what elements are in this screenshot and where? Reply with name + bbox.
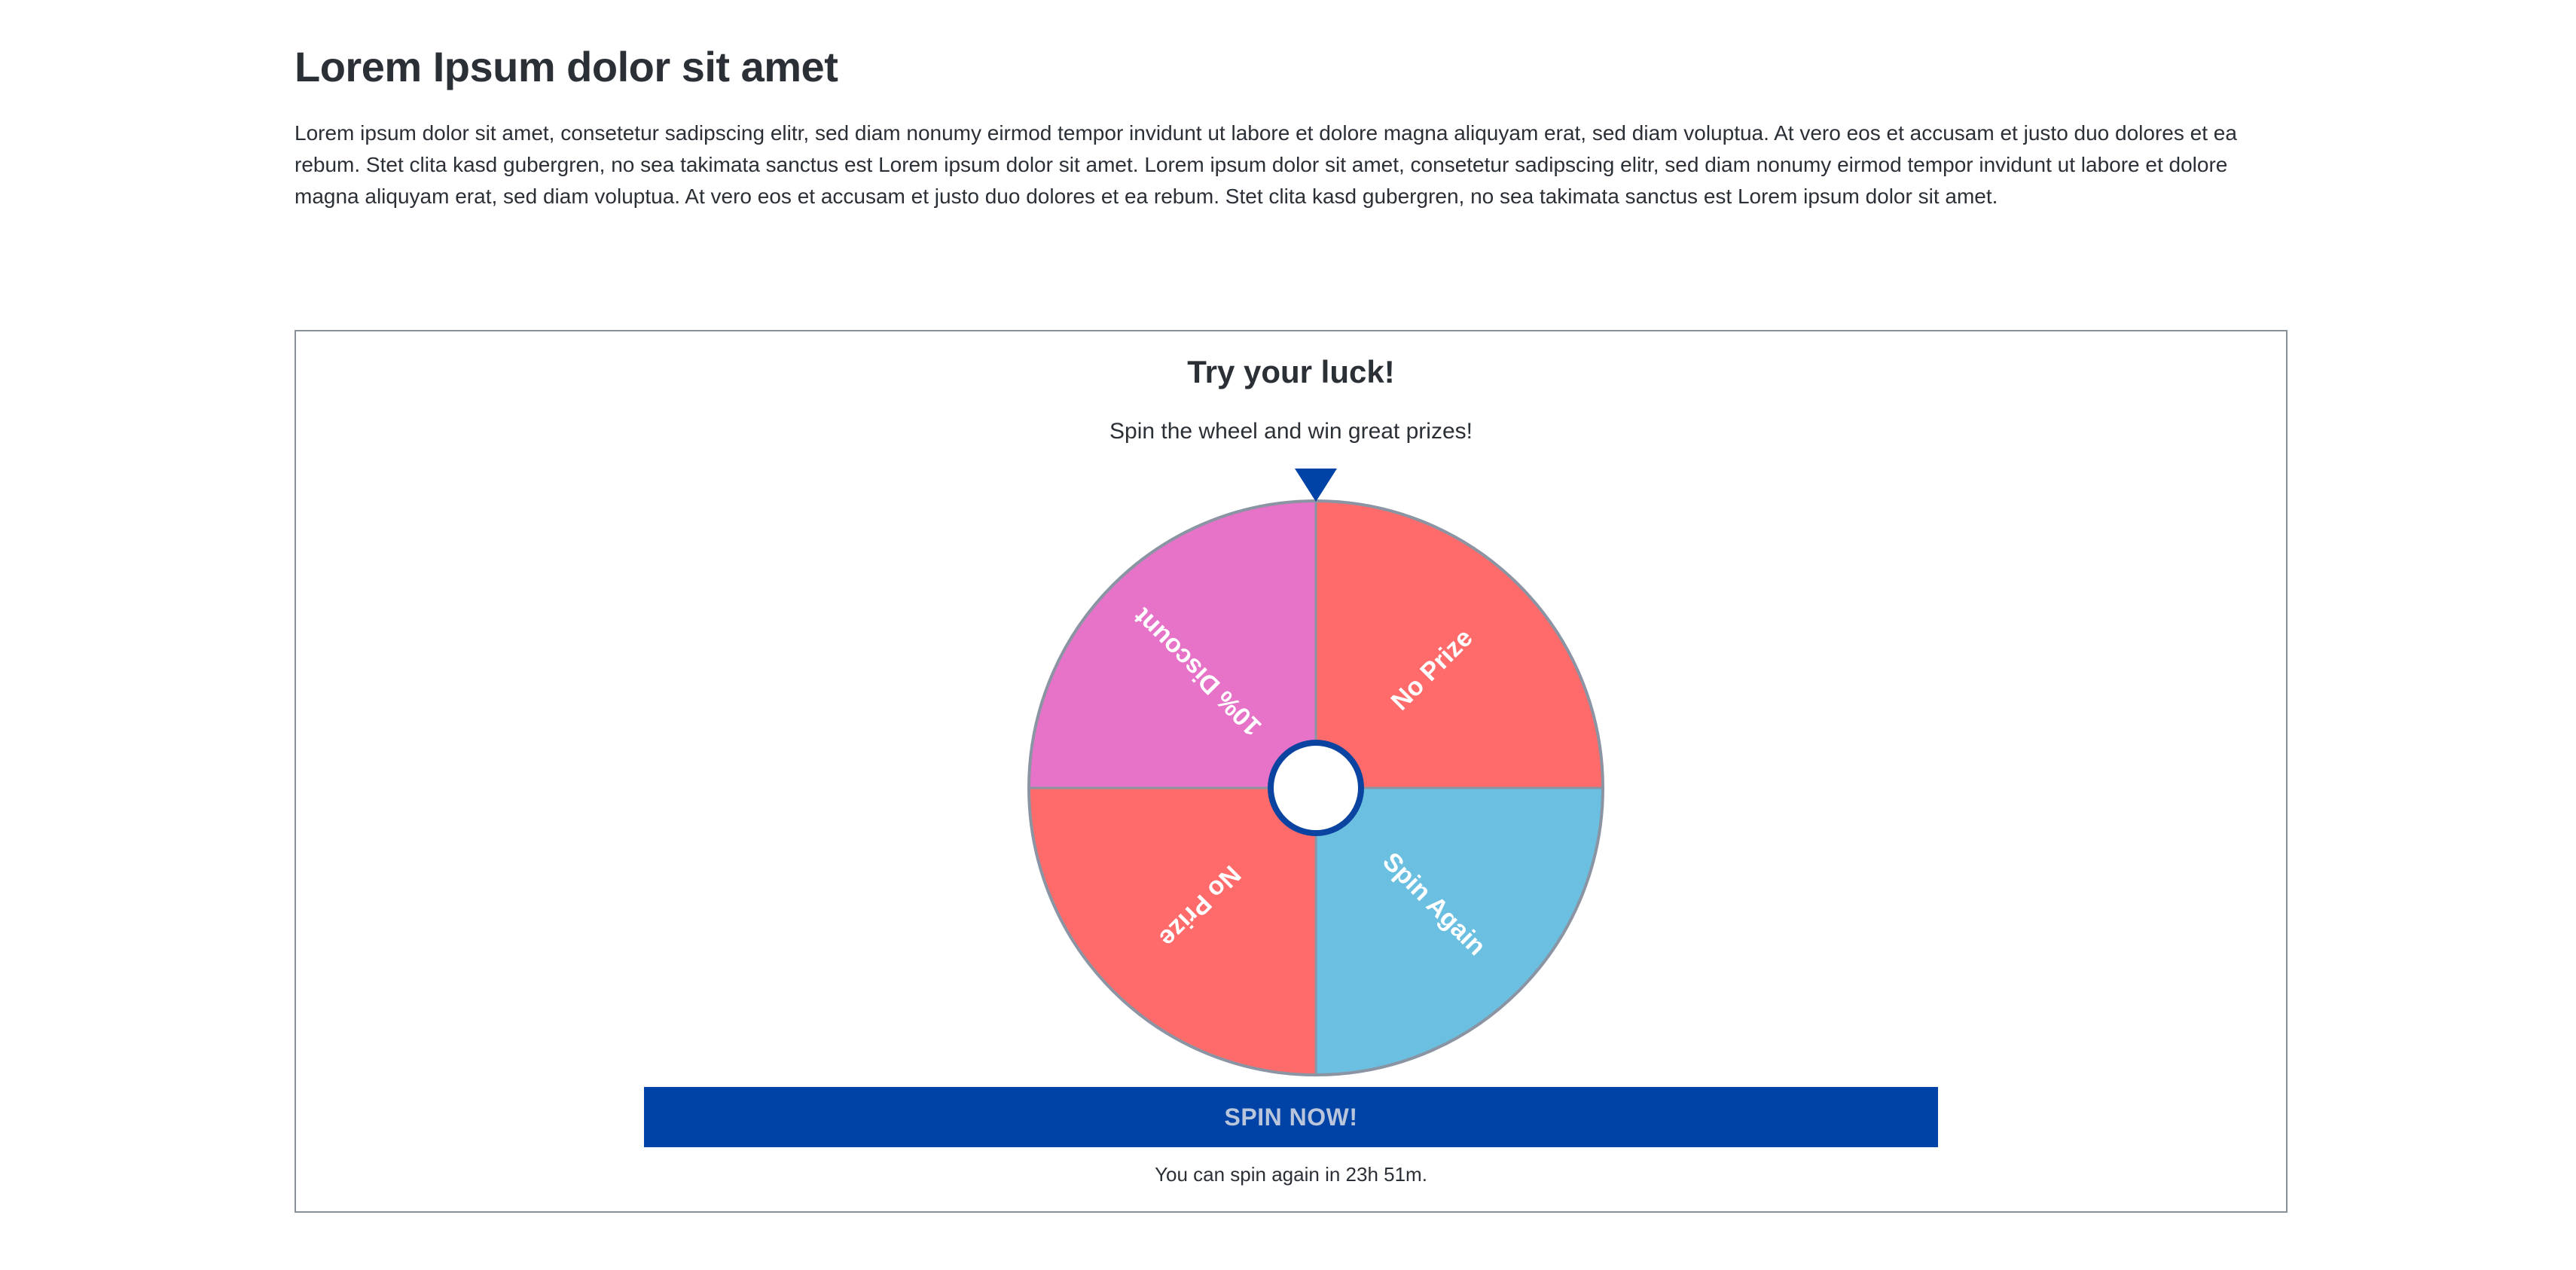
intro-paragraph: Lorem ipsum dolor sit amet, consetetur s… <box>295 121 2237 208</box>
wheel-pointer-icon <box>1295 469 1337 502</box>
cooldown-text: You can spin again in 23h 51m. <box>1155 1163 1427 1186</box>
widget-title: Try your luck! <box>1187 354 1395 389</box>
spin-now-button[interactable]: SPIN NOW! <box>644 1087 1938 1147</box>
spin-wheel-widget: Try your luck! Spin the wheel and win gr… <box>295 330 2288 1213</box>
widget-subtitle: Spin the wheel and win great prizes! <box>1109 419 1473 444</box>
prize-wheel[interactable]: No Prize Spin Again No Prize 10% Discount <box>1001 464 1631 1082</box>
wheel-hub <box>1268 740 1364 836</box>
page-title: Lorem Ipsum dolor sit amet <box>295 43 838 90</box>
